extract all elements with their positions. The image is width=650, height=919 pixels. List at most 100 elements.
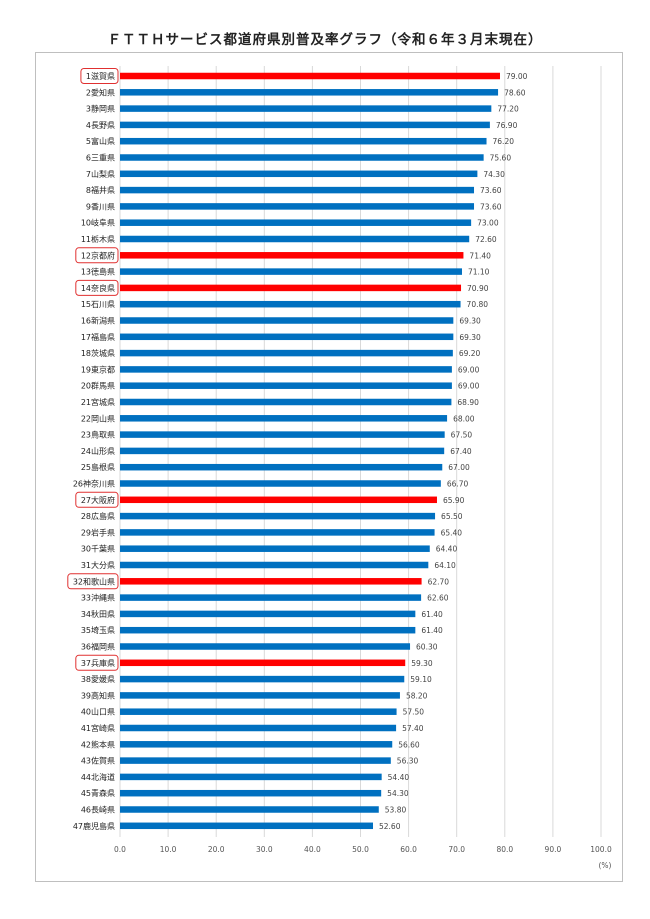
- category-label: 8福井県: [86, 185, 115, 195]
- bar: [120, 415, 448, 422]
- bar: [120, 463, 443, 471]
- category-label: 36福岡県: [81, 643, 115, 652]
- category-label: 43佐賀県: [81, 756, 115, 766]
- value-label: 65.40: [441, 528, 463, 537]
- value-label: 69.30: [459, 333, 481, 342]
- bar: [120, 741, 393, 748]
- bar: [120, 137, 487, 145]
- bar: [120, 186, 475, 194]
- value-label: 73.60: [480, 186, 502, 195]
- category-label: 5富山県: [86, 136, 115, 146]
- value-label: 67.50: [451, 431, 473, 440]
- bar: [120, 561, 429, 569]
- bar: [120, 219, 472, 226]
- value-label: 56.30: [397, 757, 419, 766]
- bar: [120, 578, 422, 585]
- category-label: 23鳥取県: [81, 430, 115, 440]
- bar: [120, 692, 400, 699]
- category-label: 28広島県: [81, 511, 115, 521]
- category-label: 37兵庫県: [81, 658, 115, 668]
- value-label: 76.90: [496, 121, 518, 130]
- bar: [120, 121, 490, 129]
- value-label: 69.30: [459, 317, 481, 326]
- bar: [120, 773, 382, 781]
- bar: [120, 806, 379, 813]
- bar: [120, 170, 478, 178]
- bar: [120, 708, 397, 715]
- x-tick-label: 0.0: [114, 845, 126, 854]
- category-label: 2愛知県: [86, 87, 115, 97]
- category-label: 19東京都: [81, 364, 115, 374]
- category-label: 24山形県: [81, 446, 115, 456]
- x-tick-label: 60.0: [400, 845, 417, 854]
- value-label: 75.60: [490, 154, 512, 163]
- bar: [120, 203, 475, 210]
- bar: [120, 89, 499, 96]
- category-label: 12京都府: [81, 250, 115, 260]
- value-label: 60.30: [416, 643, 438, 652]
- bar: [120, 512, 436, 520]
- category-label: 40山口県: [81, 707, 115, 717]
- bar: [120, 398, 452, 406]
- category-label: 1滋賀県: [86, 71, 115, 81]
- value-label: 62.70: [428, 577, 450, 586]
- highlight-box: [75, 247, 119, 264]
- category-label: 9香川県: [86, 201, 115, 211]
- bar: [120, 822, 374, 830]
- value-label: 58.20: [406, 691, 428, 700]
- value-label: 66.70: [447, 480, 469, 489]
- x-tick-label: 10.0: [160, 845, 177, 854]
- x-tick-label: 90.0: [545, 845, 562, 854]
- bar: [120, 545, 430, 552]
- bars: [120, 72, 500, 830]
- value-label: 69.20: [459, 349, 481, 358]
- value-label: 53.80: [385, 806, 407, 815]
- bar: [120, 366, 452, 373]
- bar: [120, 626, 416, 634]
- category-label: 46長崎県: [81, 805, 115, 815]
- value-label: 73.60: [480, 202, 502, 211]
- category-label: 38愛媛県: [81, 674, 115, 684]
- value-label: 64.10: [434, 561, 456, 570]
- category-label: 20群馬県: [81, 381, 115, 391]
- bar: [120, 105, 492, 112]
- value-label: 70.80: [467, 300, 489, 309]
- value-label: 65.90: [443, 496, 465, 505]
- value-label: 73.00: [477, 219, 499, 228]
- bar: [120, 447, 445, 455]
- value-label: 76.20: [493, 137, 515, 146]
- category-label: 4長野県: [86, 121, 115, 130]
- category-label: 13徳島県: [81, 267, 115, 277]
- category-label: 44北海道: [81, 772, 115, 782]
- value-label: 70.90: [467, 284, 489, 293]
- category-label: 47鹿児島県: [73, 821, 115, 831]
- x-tick-label: 50.0: [352, 845, 369, 854]
- value-label: 64.40: [436, 545, 458, 554]
- category-label: 3静岡県: [86, 104, 115, 114]
- bar: [120, 154, 484, 161]
- x-tick-label: 20.0: [208, 845, 225, 854]
- category-label: 26神奈川県: [73, 479, 115, 489]
- highlight-box: [75, 279, 119, 296]
- category-label: 18茨城県: [81, 348, 115, 358]
- category-label: 42熊本県: [81, 739, 115, 749]
- bar: [120, 480, 441, 487]
- bar: [120, 724, 397, 732]
- x-tick-label: 70.0: [448, 845, 465, 854]
- category-label: 31大分県: [81, 560, 115, 570]
- category-label: 35埼玉県: [81, 625, 115, 635]
- value-label: 59.10: [410, 675, 432, 684]
- value-label: 62.60: [427, 594, 449, 603]
- value-label: 69.00: [458, 365, 480, 374]
- category-label: 10岐阜県: [81, 218, 115, 228]
- value-label: 69.00: [458, 382, 480, 391]
- category-label: 25島根県: [81, 462, 115, 472]
- bar: [120, 382, 452, 389]
- bar: [120, 789, 382, 797]
- value-label: 52.60: [379, 822, 401, 831]
- x-tick-label: 100.0: [590, 845, 612, 854]
- highlight-box: [75, 491, 119, 508]
- value-label: 57.50: [403, 708, 425, 717]
- bar: [120, 675, 405, 683]
- category-label: 45青森県: [81, 788, 115, 798]
